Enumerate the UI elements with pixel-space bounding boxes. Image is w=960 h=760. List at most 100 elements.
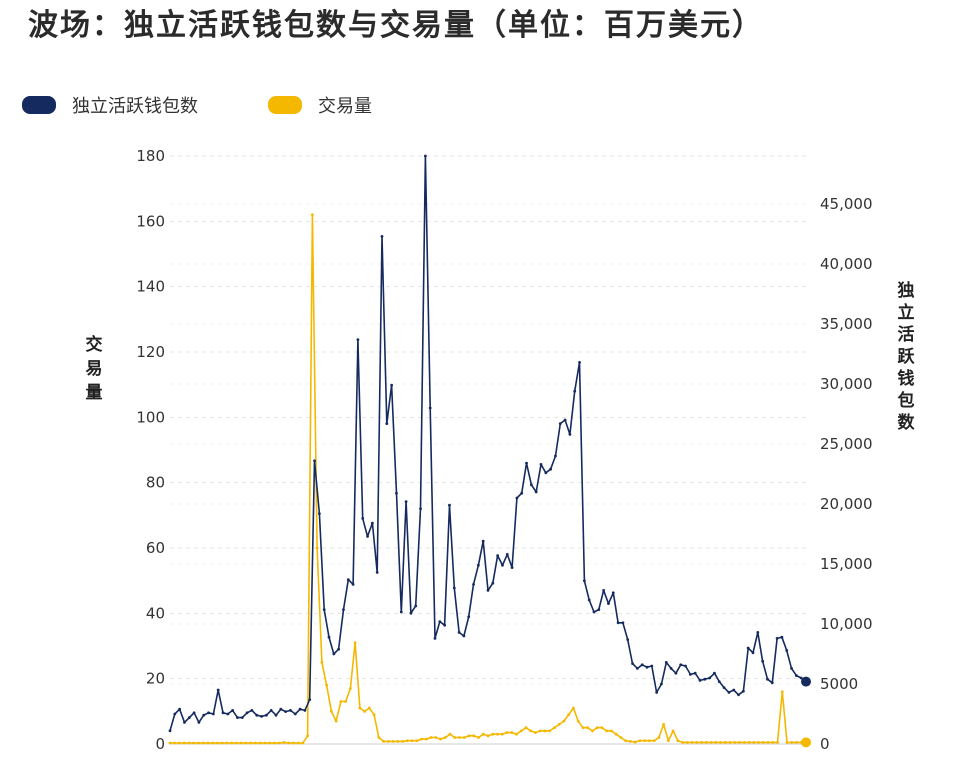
- data-point-1-118: [728, 740, 732, 744]
- legend-swatch-volume: [268, 96, 302, 114]
- data-point-1-97: [628, 739, 632, 743]
- data-point-0-58: [448, 503, 451, 507]
- data-point-1-7: [201, 741, 205, 745]
- data-point-0-60: [457, 631, 461, 634]
- data-point-1-71: [505, 731, 509, 734]
- data-point-0-13: [231, 709, 235, 712]
- data-point-1-107: [676, 739, 680, 743]
- data-point-1-28: [301, 741, 305, 745]
- data-point-0-131: [799, 676, 803, 680]
- data-point-0-66: [486, 589, 490, 592]
- right-tick-label-2: 10,000: [820, 615, 873, 633]
- data-point-1-49: [401, 739, 404, 743]
- data-point-1-127: [771, 740, 775, 744]
- data-point-1-103: [657, 736, 661, 739]
- data-point-1-13: [230, 741, 234, 745]
- data-point-1-41: [363, 709, 366, 713]
- legend-item-wallets[interactable]: 独立活跃钱包数: [22, 92, 198, 118]
- data-point-1-24: [282, 740, 286, 744]
- data-point-1-2: [178, 741, 181, 745]
- data-point-0-111: [703, 677, 707, 681]
- data-point-0-114: [717, 680, 721, 683]
- data-point-0-46: [390, 383, 394, 387]
- data-point-0-26: [293, 712, 297, 716]
- right-tick-label-7: 35,000: [820, 315, 873, 333]
- data-point-0-80: [554, 454, 557, 458]
- data-point-1-10: [216, 741, 219, 745]
- left-tick-label-6: 120: [136, 343, 165, 361]
- data-point-0-17: [250, 709, 254, 712]
- data-point-0-122: [756, 631, 760, 634]
- data-point-1-60: [453, 736, 457, 739]
- data-point-0-23: [279, 707, 283, 711]
- data-point-1-88: [586, 726, 590, 730]
- data-point-0-14: [236, 716, 239, 719]
- data-point-0-98: [640, 663, 644, 667]
- data-point-0-56: [438, 620, 442, 623]
- data-point-1-59: [448, 732, 452, 736]
- data-point-1-101: [647, 739, 651, 743]
- data-point-0-62: [467, 615, 471, 619]
- data-point-1-6: [197, 741, 200, 745]
- right-tick-label-1: 5000: [820, 675, 858, 693]
- data-point-1-3: [182, 741, 186, 745]
- data-point-1-64: [472, 734, 476, 738]
- data-point-1-66: [481, 732, 485, 736]
- data-point-0-71: [510, 566, 514, 569]
- data-point-0-73: [520, 491, 524, 495]
- data-point-1-120: [738, 740, 741, 744]
- data-point-0-18: [255, 713, 259, 717]
- data-point-1-56: [434, 736, 438, 739]
- data-point-1-92: [605, 729, 609, 733]
- data-point-1-23: [277, 741, 281, 745]
- data-point-1-98: [633, 740, 637, 744]
- data-point-1-30: [310, 213, 314, 217]
- right-tick-label-4: 20,000: [820, 495, 873, 513]
- data-point-0-130: [794, 674, 798, 677]
- data-point-0-47: [395, 491, 398, 495]
- data-point-1-39: [353, 641, 357, 645]
- data-point-0-64: [476, 563, 480, 567]
- legend-item-volume[interactable]: 交易量: [268, 92, 372, 118]
- data-point-0-63: [472, 583, 475, 586]
- chart-title: 波场：独立活跃钱包数与交易量（单位：百万美元）: [28, 8, 764, 43]
- data-point-1-51: [410, 739, 414, 743]
- data-point-0-49: [404, 500, 408, 503]
- data-point-0-42: [370, 521, 374, 525]
- data-point-0-92: [611, 591, 615, 595]
- data-point-0-70: [505, 553, 509, 556]
- data-point-1-4: [187, 741, 191, 745]
- data-point-1-116: [719, 740, 722, 744]
- data-point-1-76: [529, 729, 533, 733]
- data-point-1-20: [263, 741, 267, 745]
- data-point-1-96: [624, 739, 628, 743]
- data-point-1-129: [780, 690, 784, 694]
- data-point-0-113: [713, 671, 716, 675]
- data-point-0-7: [202, 713, 206, 717]
- data-point-0-1: [173, 712, 177, 716]
- data-point-0-19: [260, 715, 263, 718]
- left-tick-label-8: 160: [136, 212, 165, 230]
- series-line-1: [170, 214, 806, 744]
- data-point-1-35: [334, 719, 338, 723]
- data-point-1-70: [500, 732, 504, 736]
- data-point-0-125: [770, 681, 774, 685]
- data-point-1-27: [296, 741, 300, 745]
- data-point-0-16: [245, 711, 249, 715]
- data-point-0-43: [375, 571, 379, 574]
- data-point-1-80: [548, 729, 552, 733]
- data-point-1-40: [358, 706, 362, 710]
- data-point-1-22: [273, 741, 276, 745]
- data-point-1-125: [761, 740, 765, 744]
- data-point-1-69: [496, 732, 499, 736]
- data-point-0-87: [587, 598, 591, 602]
- data-point-1-68: [491, 732, 495, 736]
- data-point-0-12: [226, 712, 230, 716]
- data-point-0-83: [568, 433, 572, 436]
- data-point-0-55: [433, 637, 437, 640]
- data-point-1-79: [543, 729, 547, 733]
- left-tick-label-1: 20: [146, 670, 165, 688]
- data-point-1-100: [643, 739, 647, 743]
- data-point-0-110: [698, 679, 702, 682]
